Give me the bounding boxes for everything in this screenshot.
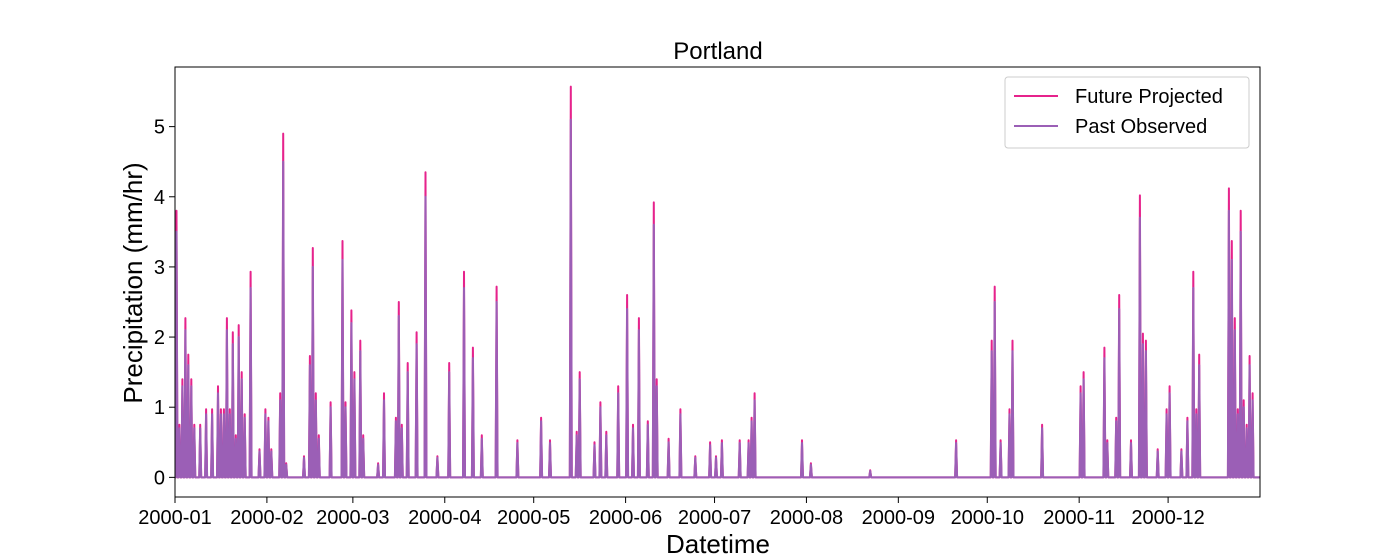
x-tick-label: 2000-07 [678, 507, 751, 529]
y-axis: 0 1 2 3 4 5 [154, 117, 175, 489]
x-tick-label: 2000-02 [230, 507, 303, 529]
legend-label-past-observed: Past Observed [1075, 116, 1207, 138]
x-axis: 2000-01 2000-02 2000-03 2000-04 2000-05 2000-… [138, 497, 1205, 529]
legend-label-future-projected: Future Projected [1075, 86, 1223, 108]
x-tick-label: 2000-06 [589, 507, 662, 529]
x-tick-label: 2000-11 [1043, 507, 1115, 529]
legend: Future Projected Past Observed [1004, 76, 1250, 149]
chart-title: Portland [673, 38, 762, 65]
plot-frame [174, 66, 1261, 498]
x-tick-label: 2000-04 [408, 507, 481, 529]
y-axis-title: Precipitation (mm/hr) [118, 162, 148, 403]
x-tick-label: 2000-12 [1131, 507, 1204, 529]
x-tick-label: 2000-03 [316, 507, 389, 529]
y-tick-label: 5 [154, 117, 165, 139]
y-tick-label: 2 [154, 327, 165, 349]
x-axis-title: Datetime [666, 529, 770, 559]
y-tick-label: 3 [154, 257, 165, 279]
y-tick-label: 4 [154, 187, 165, 209]
x-tick-label: 2000-09 [862, 507, 935, 529]
x-tick-label: 2000-05 [497, 507, 570, 529]
series-line-past-observed [174, 118, 1260, 479]
legend-box [1004, 76, 1250, 149]
y-tick-label: 1 [154, 397, 165, 419]
y-tick-label: 0 [154, 467, 165, 489]
x-tick-label: 2000-08 [770, 507, 843, 529]
series-layer [174, 85, 1260, 479]
x-tick-label: 2000-01 [138, 507, 211, 529]
x-tick-label: 2000-10 [951, 507, 1024, 529]
